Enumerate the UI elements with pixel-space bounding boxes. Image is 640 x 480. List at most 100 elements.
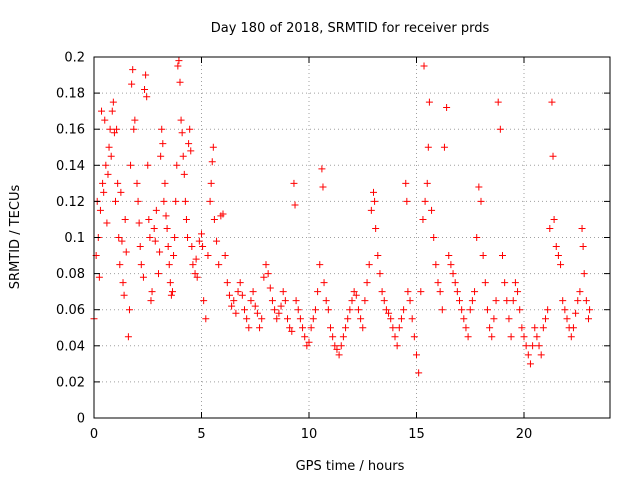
data-point (284, 315, 291, 323)
data-point (175, 57, 183, 65)
data-point (339, 333, 347, 341)
data-point (207, 179, 215, 187)
data-point (247, 297, 255, 305)
data-point (286, 324, 294, 332)
data-point (299, 324, 307, 332)
data-point (155, 270, 162, 278)
data-point (124, 333, 132, 341)
data-point (145, 215, 153, 223)
data-point (142, 71, 150, 79)
data-point (363, 279, 371, 287)
data-point (526, 360, 534, 368)
data-point (186, 125, 194, 133)
chart-title: Day 180 of 2018, SRMTID for receiver prd… (211, 21, 490, 36)
data-point (113, 125, 121, 133)
data-point (266, 284, 274, 292)
data-point (400, 306, 408, 314)
data-point (147, 297, 155, 305)
data-point (550, 215, 558, 223)
data-point (115, 234, 123, 241)
data-point (380, 297, 388, 305)
data-point (191, 270, 199, 278)
data-point (294, 306, 302, 314)
data-point (576, 288, 584, 296)
data-point (503, 297, 511, 305)
data-point (436, 288, 444, 296)
y-tick-label: 0.04 (56, 339, 85, 354)
data-point (121, 215, 129, 223)
data-point (223, 279, 231, 287)
y-tick-label: 0.02 (56, 375, 85, 390)
data-point (382, 306, 390, 314)
data-point (309, 315, 317, 323)
data-point (275, 309, 283, 317)
data-point (305, 338, 313, 346)
data-point (486, 324, 494, 332)
data-point (156, 248, 164, 256)
data-point (389, 324, 397, 332)
axis-ticks (93, 56, 610, 419)
data-point (518, 324, 526, 332)
data-point (316, 261, 324, 269)
data-point (466, 306, 474, 314)
data-point (117, 188, 125, 196)
data-point (395, 324, 403, 332)
data-point (166, 279, 174, 287)
data-point (496, 125, 504, 133)
data-point (552, 243, 560, 251)
data-point (516, 306, 524, 314)
data-point (180, 170, 188, 178)
data-point (262, 261, 270, 269)
data-point (243, 315, 251, 323)
data-point (324, 306, 332, 314)
data-point (96, 206, 104, 214)
data-point (579, 243, 587, 251)
data-point (314, 288, 322, 296)
data-point (158, 125, 166, 133)
data-point (134, 197, 142, 205)
data-point (434, 279, 442, 287)
data-point (344, 315, 352, 323)
y-tick-label: 0.16 (56, 123, 85, 138)
data-point (176, 78, 184, 86)
data-point (288, 327, 296, 335)
y-tick-label: 0 (77, 412, 85, 427)
data-point (137, 261, 145, 269)
data-point (277, 302, 285, 310)
data-point (494, 98, 502, 106)
data-point (430, 234, 438, 241)
data-point (342, 324, 350, 332)
data-point (100, 188, 108, 196)
data-point (529, 342, 537, 350)
data-point (296, 315, 304, 323)
data-point (209, 143, 217, 151)
data-point (557, 261, 565, 269)
data-point (273, 315, 281, 323)
data-point (548, 98, 556, 106)
data-point (559, 297, 567, 305)
data-point (468, 297, 476, 305)
data-point (160, 197, 168, 205)
data-point (103, 219, 111, 227)
data-point (318, 165, 326, 173)
data-point (131, 116, 139, 124)
data-point (531, 324, 539, 332)
data-point (173, 161, 181, 169)
data-point (376, 270, 384, 278)
data-point (428, 206, 436, 214)
data-point (291, 201, 299, 209)
data-point (221, 252, 229, 260)
data-point (481, 279, 489, 287)
data-point (159, 140, 167, 148)
data-point (385, 309, 393, 317)
data-point (199, 243, 207, 251)
data-point (181, 197, 189, 205)
data-point (120, 291, 128, 299)
data-point (372, 224, 380, 232)
data-point (352, 291, 360, 299)
data-point (118, 237, 126, 245)
data-point (333, 345, 341, 353)
data-point (374, 252, 382, 260)
data-point (403, 197, 411, 205)
data-point (165, 261, 173, 269)
